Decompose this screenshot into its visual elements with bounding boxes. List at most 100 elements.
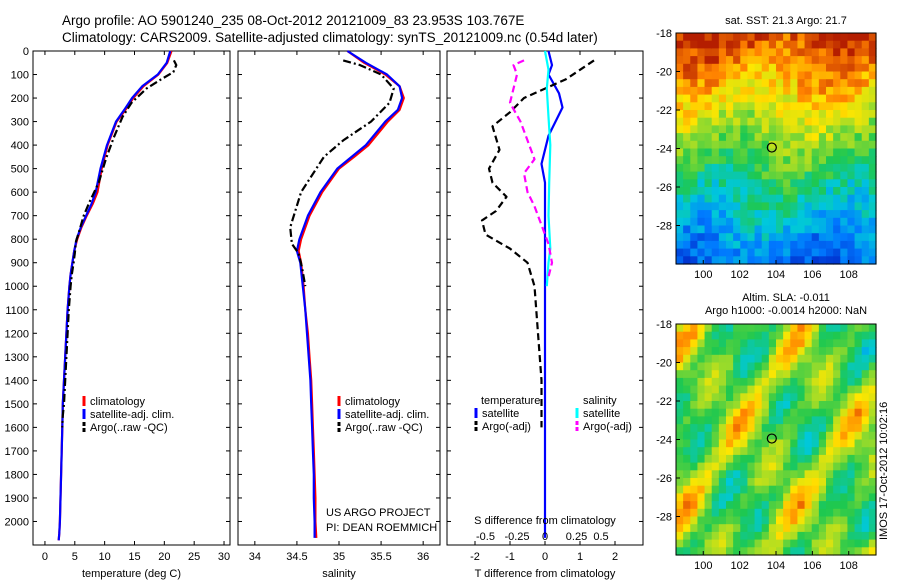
sla-map-cell: [726, 462, 734, 471]
sst-map-cell: [783, 63, 791, 73]
sla-map-cell: [826, 393, 834, 402]
sla-map-cell: [847, 377, 856, 387]
sst-map-cell: [690, 48, 699, 57]
sla-map-cell: [790, 439, 799, 448]
sla-map-cell: [868, 416, 877, 425]
sla-map-cell: [768, 508, 777, 518]
sla-map-cell: [704, 508, 713, 518]
sla-map-cell: [868, 331, 877, 340]
sst-map-cell: [711, 256, 720, 265]
sla-map-cell: [740, 362, 749, 371]
sst-map-cell: [747, 102, 756, 111]
sst-map-cell: [776, 171, 784, 180]
sla-map-cell: [740, 539, 749, 548]
sla-map-cell: [768, 547, 777, 556]
sst-map-cell: [783, 110, 791, 119]
sst-map-cell: [683, 40, 691, 49]
sst-map-cell: [704, 233, 713, 242]
sla-map-cell: [790, 416, 799, 425]
sst-map-cell: [711, 217, 720, 227]
sst-map-cell: [804, 163, 813, 173]
sla-map-cell: [783, 493, 791, 502]
sla-map-cell: [676, 362, 684, 371]
sst-map-cell: [733, 48, 741, 57]
sst-map-cell: [683, 140, 691, 150]
sla-map-cell: [847, 408, 856, 417]
sla-map-cell: [711, 531, 720, 541]
sst-map-cell: [783, 102, 791, 111]
sla-map-cell: [711, 470, 720, 479]
sst-map-cell: [754, 133, 763, 142]
sst-map-cell: [718, 140, 727, 150]
sla-map-cell: [697, 331, 706, 340]
sst-map-cell: [840, 125, 849, 134]
sla-map-cell: [690, 370, 699, 379]
sst-map-cell: [854, 33, 863, 42]
sst-map-cell: [790, 117, 799, 126]
sst-map-cell: [718, 40, 727, 49]
sst-map-cell: [761, 110, 770, 119]
sst-map-cell: [740, 140, 749, 150]
sla-map-cell: [768, 431, 777, 441]
sla-map-cell: [697, 447, 706, 456]
sla-map-cell: [683, 501, 691, 510]
sla-map-cell: [861, 508, 870, 518]
sla-map-cell: [804, 347, 813, 356]
sst-map-xtick-label: 102: [730, 269, 748, 281]
sst-map-cell: [726, 125, 734, 134]
sst-map-cell: [804, 171, 813, 180]
sla-map-cell: [790, 462, 799, 471]
sst-map-cell: [790, 63, 799, 73]
sst-map-cell: [683, 94, 691, 103]
sla-map-cell: [797, 339, 806, 348]
sla-map-cell: [790, 354, 799, 364]
sla-map-cell: [826, 377, 834, 387]
sst-map-cell: [704, 133, 713, 142]
sst-map-cell: [768, 156, 777, 165]
sla-map-cell: [683, 547, 691, 556]
sla-map-cell: [733, 408, 741, 417]
sla-map-cell: [826, 408, 834, 417]
sst-map-cell: [768, 194, 777, 203]
sst-map-cell: [826, 217, 834, 227]
sst-map-cell: [718, 179, 727, 188]
sst-map-cell: [826, 125, 834, 134]
sst-map-cell: [740, 56, 749, 65]
sst-map-cell: [776, 210, 784, 219]
sst-map-cell: [761, 156, 770, 165]
sla-map-cell: [690, 478, 699, 487]
sst-map-cell: [704, 110, 713, 119]
sst-map-cell: [718, 117, 727, 126]
sla-map-cell: [840, 377, 849, 387]
sla-map-cell: [683, 531, 691, 541]
sst-map-cell: [811, 163, 820, 173]
sla-map-cell: [761, 516, 770, 525]
sst-map-cell: [718, 33, 727, 42]
sla-map-cell: [847, 539, 856, 548]
sst-map-cell: [711, 86, 720, 96]
depth-tick-label: 1700: [5, 446, 29, 458]
sla-map-cell: [868, 508, 877, 518]
sla-map-cell: [783, 424, 791, 433]
sla-map-cell: [790, 393, 799, 402]
sla-map-cell: [840, 493, 849, 502]
sla-map-cell: [704, 547, 713, 556]
sla-map-cell: [676, 454, 684, 464]
sst-map-cell: [790, 179, 799, 188]
sst-map-cell: [854, 148, 863, 157]
sla-map-cell: [733, 331, 741, 340]
depth-tick-label: 900: [11, 258, 29, 270]
sst-map-cell: [783, 179, 791, 188]
sla-map-cell: [776, 347, 784, 356]
sla-map-cell: [718, 447, 727, 456]
sla-map-cell: [704, 339, 713, 348]
sst-map-cell: [726, 133, 734, 142]
sst-map-cell: [697, 56, 706, 65]
sst-map-cell: [747, 240, 756, 250]
sla-map-cell: [790, 447, 799, 456]
sst-map-cell: [804, 110, 813, 119]
sla-map-cell: [697, 478, 706, 487]
sst-map-cell: [790, 94, 799, 103]
sst-map-cell: [733, 63, 741, 73]
sst-map-cell: [818, 71, 827, 80]
